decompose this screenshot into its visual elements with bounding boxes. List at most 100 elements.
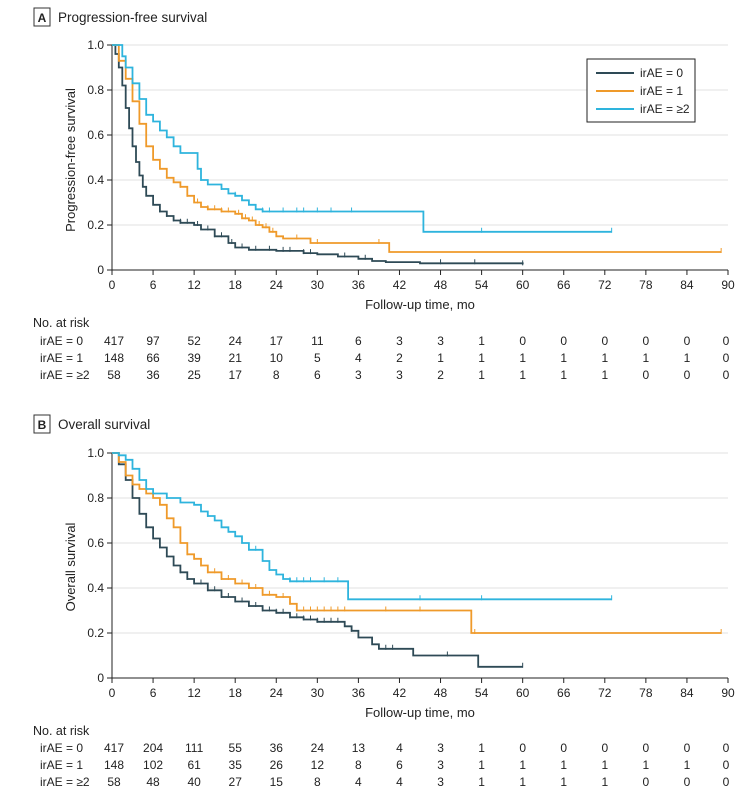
panel-a-x-tick-label: 78 (639, 278, 653, 292)
panel-a-title: Progression-free survival (58, 10, 207, 25)
panel-b-risk-value-irae-1: 0 (723, 758, 730, 772)
panel-a-risk-value-irae-1: 1 (560, 351, 567, 365)
panel-b-risk-value-irae-1: 148 (104, 758, 124, 772)
panel-b-risk-header: No. at risk (33, 724, 90, 738)
panel-a-risk-value-irae-1: 1 (519, 351, 526, 365)
panel-b-y-tick-label: 0 (97, 671, 104, 685)
panel-b-x-tick-label: 54 (475, 686, 489, 700)
panel-b-axes (111, 453, 728, 679)
panel-b-y-tick-label: 0.6 (87, 536, 104, 550)
panel-a-risk-row-label-irae-0: irAE = 0 (40, 334, 83, 348)
panel-b-risk-value-irae-0: 0 (560, 741, 567, 755)
panel-a-risk-value-irae-1: 1 (478, 351, 485, 365)
panel-a-x-tick-label: 0 (109, 278, 116, 292)
panel-a-x-axis-label: Follow-up time, mo (365, 297, 475, 312)
panel-a-risk-value-irae-0: 0 (643, 334, 650, 348)
panel-b-x-tick-label: 60 (516, 686, 530, 700)
panel-a-risk-value-irae-1: 148 (104, 351, 124, 365)
panel-b-risk-value-irae-1: 35 (229, 758, 243, 772)
panel-a-x-tick-label: 48 (434, 278, 448, 292)
panel-a-risk-value-irae-0: 24 (229, 334, 243, 348)
panel-a-risk-value-irae-0: 0 (560, 334, 567, 348)
panel-b-risk-value-irae-0: 111 (185, 741, 204, 755)
panel-b-curve-irae-1 (112, 452, 722, 634)
panel-a-y-tick-label: 0.8 (87, 83, 104, 97)
panel-a-risk-value-irae-1: 0 (723, 351, 730, 365)
panel-b-risk-row-label-irae-2plus: irAE = ≥2 (40, 775, 90, 789)
panel-a-risk-value-irae-0: 0 (601, 334, 608, 348)
panel-b-risk-value-irae-ge2: 27 (229, 775, 243, 789)
legend-label-irae-0: irAE = 0 (640, 66, 683, 80)
panel-b-y-tick-label: 0.8 (87, 491, 104, 505)
panel-b-risk-value-irae-0: 0 (723, 741, 730, 755)
panel-a-y-tick-label: 0.4 (87, 173, 104, 187)
panel-b-risk-value-irae-0: 204 (143, 741, 163, 755)
panel-b-risk-value-irae-1: 61 (187, 758, 201, 772)
panel-b-risk-value-irae-ge2: 58 (107, 775, 121, 789)
panel-b-risk-value-irae-0: 0 (643, 741, 650, 755)
panel-a-risk-value-irae-0: 97 (146, 334, 160, 348)
panel-b-letter-box (33, 414, 51, 434)
panel-a-risk-value-irae-ge2: 3 (396, 368, 403, 382)
panel-b-risk-value-irae-0: 0 (519, 741, 526, 755)
panel-a-risk-value-irae-1: 1 (601, 351, 608, 365)
panel-a-x-tick-label: 90 (721, 278, 735, 292)
panel-b-risk-value-irae-ge2: 1 (519, 775, 526, 789)
panel-a-risk-row-label-irae-2plus: irAE = ≥2 (40, 368, 90, 382)
panel-b-risk-value-irae-1: 1 (601, 758, 608, 772)
panel-b-risk-value-irae-0: 0 (684, 741, 691, 755)
panel-a-risk-value-irae-ge2: 1 (560, 368, 567, 382)
panel-b-x-tick-label: 0 (109, 686, 116, 700)
panel-b-curves (112, 452, 722, 668)
panel-b-risk-value-irae-ge2: 3 (437, 775, 444, 789)
panel-a-risk-value-irae-ge2: 17 (229, 368, 243, 382)
panel-a-risk-row-label-irae-1: irAE = 1 (40, 351, 83, 365)
panel-a-risk-value-irae-1: 1 (643, 351, 650, 365)
panel-b-risk-value-irae-0: 0 (601, 741, 608, 755)
panel-b-risk-value-irae-1: 8 (355, 758, 362, 772)
panel-a-grid (112, 44, 728, 226)
panel-a-y-tick-label: 0 (97, 263, 104, 277)
panel-a-axes (111, 45, 728, 271)
panel-b-y-tick-label: 1.0 (87, 446, 104, 460)
panel-a-letter: A (38, 11, 47, 25)
panel-b-x-tick-label: 78 (639, 686, 653, 700)
panel-a-risk-value-irae-1: 4 (355, 351, 362, 365)
panel-b-risk-value-irae-0: 3 (437, 741, 444, 755)
panel-b-y-tick-label: 0.4 (87, 581, 104, 595)
panel-a-risk-value-irae-1: 66 (146, 351, 160, 365)
panel-a-risk-value-irae-ge2: 1 (478, 368, 485, 382)
panel-a: A Progression-free survival Progression-… (33, 7, 735, 382)
panel-a-x-tick-label: 66 (557, 278, 571, 292)
panel-b-risk-value-irae-ge2: 1 (478, 775, 485, 789)
panel-b-risk-value-irae-1: 102 (143, 758, 163, 772)
panel-a-risk-value-irae-ge2: 1 (601, 368, 608, 382)
panel-b-risk-row-label-irae-0: irAE = 0 (40, 741, 83, 755)
panel-a-risk-value-irae-ge2: 0 (684, 368, 691, 382)
panel-a-x-tick-label: 30 (311, 278, 325, 292)
panel-b-x-tick-label: 30 (311, 686, 325, 700)
panel-a-risk-value-irae-ge2: 36 (146, 368, 160, 382)
panel-b-risk-value-irae-0: 1 (478, 741, 485, 755)
panel-b-risk-value-irae-1: 3 (437, 758, 444, 772)
panel-a-y-axis-label: Progression-free survival (63, 88, 78, 232)
panel-a-x-tick-label: 54 (475, 278, 489, 292)
panel-b-x-tick-label: 90 (721, 686, 735, 700)
panel-a-curves (112, 44, 722, 266)
panel-b-risk-value-irae-0: 55 (229, 741, 243, 755)
panel-a-risk-value-irae-ge2: 2 (437, 368, 444, 382)
panel-a-risk-value-irae-ge2: 25 (187, 368, 201, 382)
panel-a-x-tick-label: 84 (680, 278, 694, 292)
panel-a-x-ticks: 0 6 12 18 24 30 36 42 48 54 60 66 72 78 84 90 (109, 270, 735, 292)
panel-a-x-tick-label: 42 (393, 278, 407, 292)
panel-b-risk-value-irae-0: 13 (352, 741, 366, 755)
panel-b-x-axis-label: Follow-up time, mo (365, 705, 475, 720)
panel-b-risk-value-irae-0: 417 (104, 741, 124, 755)
panel-b-x-tick-label: 84 (680, 686, 694, 700)
panel-b-risk-value-irae-ge2: 48 (146, 775, 160, 789)
panel-a-risk-value-irae-0: 0 (723, 334, 730, 348)
panel-a-risk-value-irae-ge2: 1 (519, 368, 526, 382)
